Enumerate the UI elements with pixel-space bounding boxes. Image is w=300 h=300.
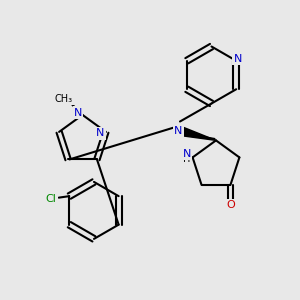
Polygon shape (177, 126, 216, 140)
Text: N: N (74, 107, 82, 118)
Text: N: N (174, 125, 183, 136)
Text: N: N (233, 54, 242, 64)
Text: N: N (182, 149, 191, 159)
Text: H: H (183, 154, 190, 164)
Text: O: O (226, 200, 235, 210)
Text: N: N (96, 128, 105, 138)
Text: CH₃: CH₃ (55, 94, 73, 104)
Text: Cl: Cl (46, 194, 57, 204)
